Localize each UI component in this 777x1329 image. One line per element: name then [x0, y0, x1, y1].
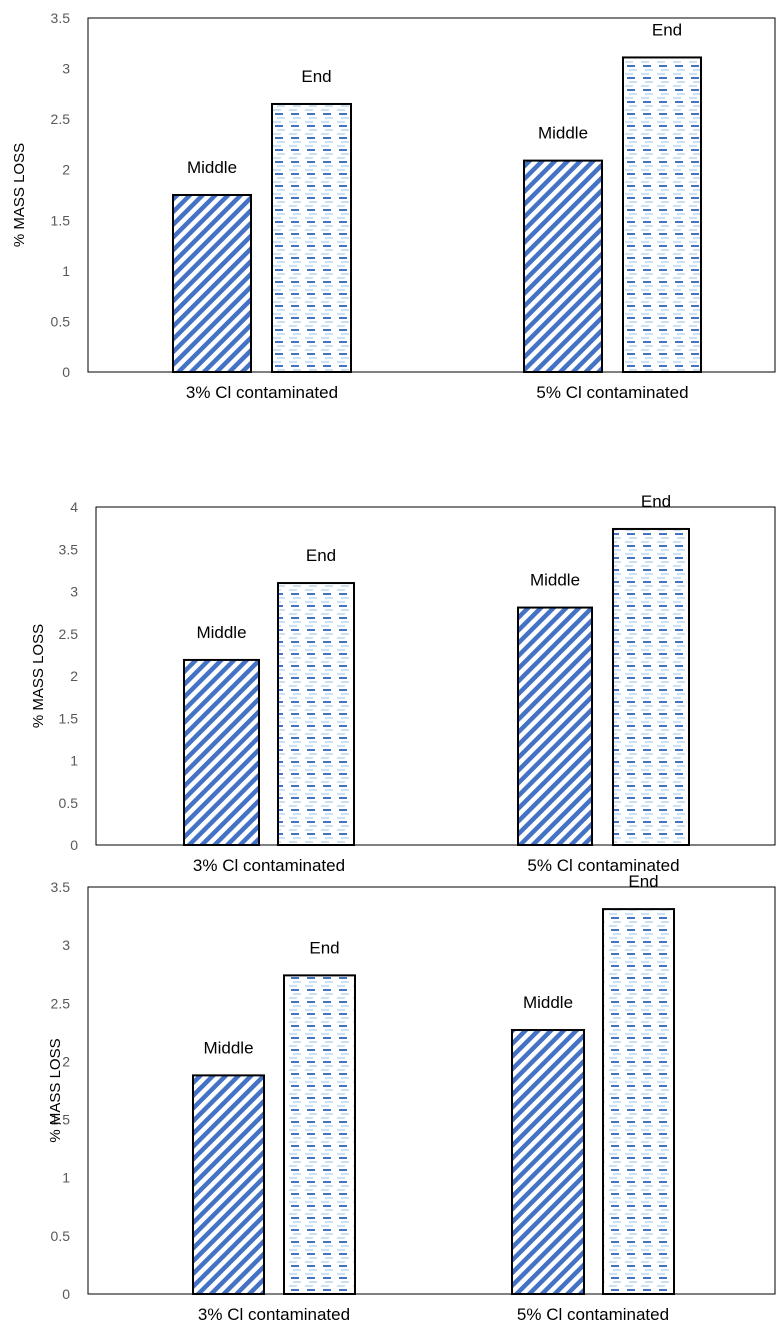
x-category-label: 5% Cl contaminated — [517, 1305, 669, 1324]
y-tick-label: 0 — [62, 364, 70, 380]
data-label-end: End — [628, 872, 658, 891]
data-label-middle: Middle — [538, 124, 588, 143]
y-axis-label: % MASS LOSS — [47, 1038, 64, 1142]
y-axis-label: % MASS LOSS — [30, 624, 47, 728]
bar-end-1 — [271, 102, 352, 373]
y-tick-label: 0.5 — [59, 795, 79, 811]
chart-3: 0 0.5 1 1.5 2 2.5 3 3.5 % MASS LOSS Middle End 3% C… — [47, 872, 776, 1324]
bar-end-2 — [612, 527, 690, 846]
bar-middle-2 — [523, 159, 603, 373]
chart-1: 0 0.5 1 1.5 2 2.5 3 3.5 % MASS LOSS Middle End 3% C… — [11, 10, 776, 402]
y-tick-label: 3 — [62, 937, 70, 953]
y-tick-label: 0 — [62, 1286, 70, 1302]
y-tick-label: 0 — [70, 837, 78, 853]
bar-middle-1 — [192, 1074, 265, 1295]
y-tick-label: 3.5 — [51, 10, 71, 26]
bar-end-2 — [602, 908, 675, 1295]
bar-middle-1 — [172, 194, 252, 373]
y-tick-label: 1 — [62, 263, 70, 279]
y-tick-label: 1.5 — [51, 1112, 71, 1128]
y-tick-label: 1.5 — [59, 710, 79, 726]
x-category-label: 5% Cl contaminated — [527, 856, 679, 875]
y-tick-label: 3.5 — [59, 541, 79, 557]
y-tick-label: 2 — [70, 668, 78, 684]
y-tick-label: 3 — [70, 584, 78, 600]
y-tick-label: 2 — [62, 1053, 70, 1069]
data-label-end: End — [301, 67, 331, 86]
data-label-end: End — [309, 938, 339, 957]
data-label-middle: Middle — [530, 571, 580, 590]
x-category-label: 3% Cl contaminated — [198, 1305, 350, 1324]
y-tick-label: 1 — [62, 1170, 70, 1186]
bar-end-2 — [622, 56, 702, 374]
x-category-label: 3% Cl contaminated — [193, 856, 345, 875]
y-tick-label: 3.5 — [51, 879, 71, 895]
plot-area-border — [87, 17, 776, 373]
y-axis-label: % MASS LOSS — [11, 143, 28, 247]
y-tick-label: 2.5 — [51, 111, 71, 127]
bar-middle-2 — [511, 1029, 585, 1295]
chart-2: 0 0.5 1 1.5 2 2.5 3 3.5 4 % MASS LOSS Middle End 3% … — [30, 492, 776, 875]
data-label-middle: Middle — [203, 1038, 253, 1057]
data-label-middle: Middle — [523, 993, 573, 1012]
y-tick-label: 2.5 — [59, 626, 79, 642]
y-tick-label: 2 — [62, 162, 70, 178]
data-label-end: End — [641, 492, 671, 511]
plot-area-border — [87, 886, 776, 1295]
y-tick-label: 1.5 — [51, 212, 71, 228]
bar-middle-2 — [517, 606, 593, 846]
y-tick-label: 0.5 — [51, 1228, 71, 1244]
data-label-end: End — [652, 20, 682, 39]
plot-area-border — [95, 506, 776, 846]
y-tick-label: 4 — [70, 499, 78, 515]
data-label-middle: Middle — [196, 623, 246, 642]
bar-end-1 — [277, 582, 355, 846]
y-tick-label: 1 — [70, 753, 78, 769]
data-label-middle: Middle — [187, 158, 237, 177]
x-category-label: 5% Cl contaminated — [536, 383, 688, 402]
x-category-label: 3% Cl contaminated — [186, 383, 338, 402]
y-tick-label: 0.5 — [51, 313, 71, 329]
data-label-end: End — [306, 546, 336, 565]
bar-middle-1 — [183, 658, 260, 846]
bar-end-1 — [283, 974, 356, 1295]
y-tick-label: 3 — [62, 61, 70, 77]
y-tick-label: 2.5 — [51, 995, 71, 1011]
